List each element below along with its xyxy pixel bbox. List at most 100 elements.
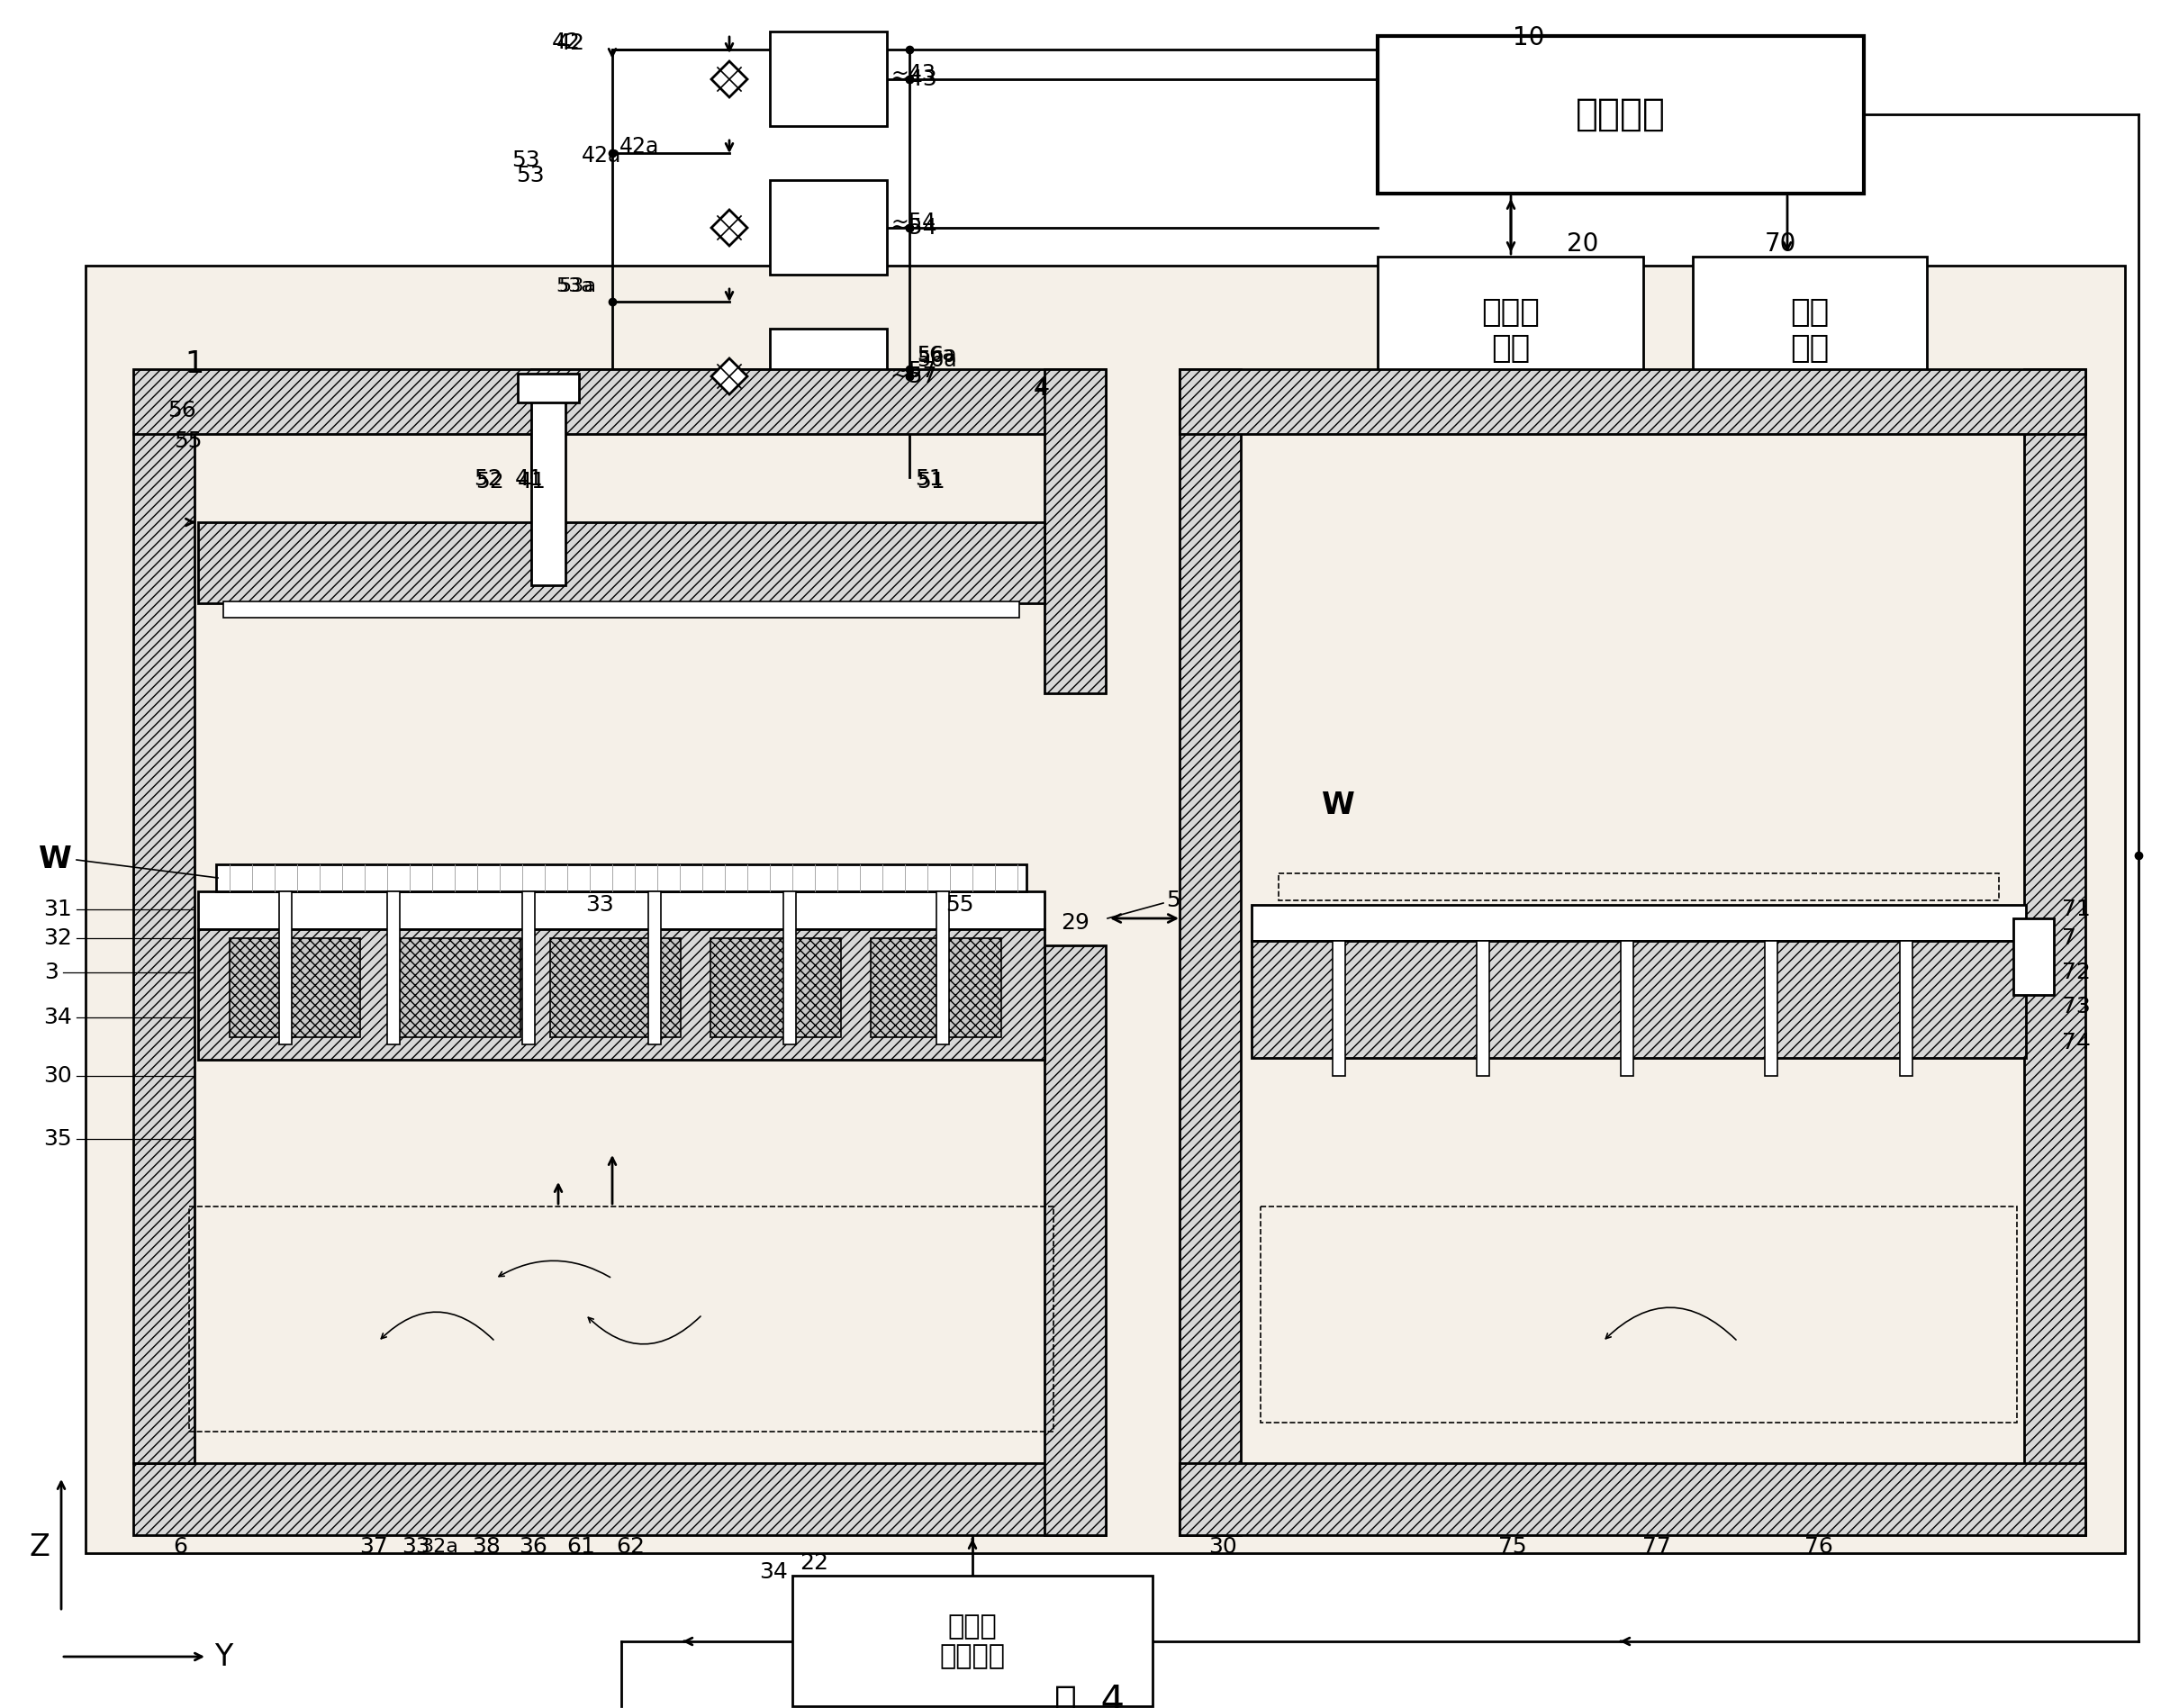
Bar xyxy=(549,938,680,1037)
Bar xyxy=(1044,946,1105,1535)
Text: 75: 75 xyxy=(1499,1535,1527,1558)
Text: 4: 4 xyxy=(1035,376,1050,398)
Bar xyxy=(1251,941,2026,1057)
Bar xyxy=(769,328,887,424)
Text: Y: Y xyxy=(214,1641,233,1672)
Bar xyxy=(532,388,567,586)
Text: ~57: ~57 xyxy=(889,366,937,388)
Text: ~43: ~43 xyxy=(891,63,937,85)
Text: 52: 52 xyxy=(473,468,503,490)
Bar xyxy=(229,938,360,1037)
Text: 51: 51 xyxy=(915,468,944,490)
Bar xyxy=(784,892,795,1044)
Text: 55: 55 xyxy=(174,430,203,453)
Text: 37: 37 xyxy=(360,1535,388,1558)
Text: 1: 1 xyxy=(185,350,203,379)
Text: 42a: 42a xyxy=(582,145,621,167)
Text: Z: Z xyxy=(28,1532,50,1561)
Bar xyxy=(793,1576,1153,1706)
Text: 42a: 42a xyxy=(619,137,660,157)
Text: 5: 5 xyxy=(1166,890,1181,910)
Bar xyxy=(1251,905,2026,941)
Text: 53a: 53a xyxy=(556,277,593,295)
Bar xyxy=(133,1464,1105,1535)
Bar xyxy=(1377,36,1863,193)
Bar xyxy=(190,1206,1052,1431)
Bar xyxy=(133,432,194,1464)
Bar xyxy=(872,938,1002,1037)
Bar xyxy=(198,929,1044,1059)
Text: 70: 70 xyxy=(1765,231,1798,256)
Text: 41: 41 xyxy=(519,471,547,492)
Bar xyxy=(769,179,887,275)
Bar xyxy=(222,601,1020,618)
Polygon shape xyxy=(710,210,747,246)
Text: 56: 56 xyxy=(168,400,196,422)
Text: 20: 20 xyxy=(1567,231,1599,256)
Text: 62: 62 xyxy=(617,1535,645,1558)
Text: 33: 33 xyxy=(586,893,614,915)
Bar xyxy=(769,31,887,126)
Bar xyxy=(2024,369,2085,1535)
Text: 驱动
机构: 驱动 机构 xyxy=(1791,297,1830,364)
Text: 42: 42 xyxy=(551,31,582,53)
Text: 22: 22 xyxy=(800,1553,828,1573)
Text: 56a: 56a xyxy=(917,345,954,364)
Bar xyxy=(388,892,399,1044)
Bar xyxy=(1262,1206,2018,1423)
Text: 77: 77 xyxy=(1643,1535,1671,1558)
Text: 53: 53 xyxy=(516,164,545,186)
Text: 72: 72 xyxy=(2061,962,2090,984)
Text: 33: 33 xyxy=(401,1535,429,1558)
Text: 56a: 56a xyxy=(917,350,957,371)
Text: 30: 30 xyxy=(44,1066,72,1086)
Text: 30: 30 xyxy=(1209,1535,1238,1558)
Text: ~54: ~54 xyxy=(891,212,937,234)
Polygon shape xyxy=(710,359,747,395)
Text: 56a: 56a xyxy=(917,345,957,367)
Bar xyxy=(1477,941,1488,1076)
Bar xyxy=(1334,941,1344,1076)
Text: 7: 7 xyxy=(2061,927,2077,950)
Bar xyxy=(390,938,521,1037)
Text: 53: 53 xyxy=(512,150,540,171)
Text: 图  4: 图 4 xyxy=(1055,1682,1124,1708)
Bar xyxy=(133,369,1105,434)
Bar xyxy=(279,892,292,1044)
Text: 32a: 32a xyxy=(421,1537,458,1556)
Bar xyxy=(523,892,534,1044)
Bar xyxy=(519,374,580,403)
Text: W: W xyxy=(1323,791,1355,820)
Bar xyxy=(1179,1464,2085,1535)
Text: 71: 71 xyxy=(2061,898,2090,921)
Text: 74: 74 xyxy=(2061,1032,2090,1054)
Bar xyxy=(198,892,1044,929)
Text: 73: 73 xyxy=(2061,996,2090,1018)
Bar xyxy=(2013,919,2055,994)
Bar xyxy=(1179,369,2085,434)
Text: 51: 51 xyxy=(917,471,946,492)
Text: 31: 31 xyxy=(44,898,72,921)
Text: 36: 36 xyxy=(519,1535,547,1558)
Bar xyxy=(198,523,1044,603)
Text: 32: 32 xyxy=(44,927,72,950)
Bar xyxy=(1279,873,1998,900)
Text: ~54: ~54 xyxy=(889,217,937,239)
Bar xyxy=(1900,941,1913,1076)
Text: 76: 76 xyxy=(1804,1535,1833,1558)
Text: 10: 10 xyxy=(1512,26,1545,51)
Text: 53a: 53a xyxy=(558,277,597,295)
Text: 34: 34 xyxy=(758,1561,789,1583)
Bar xyxy=(1377,256,1643,405)
Polygon shape xyxy=(710,61,747,97)
Text: W: W xyxy=(39,845,72,874)
Text: 35: 35 xyxy=(44,1129,72,1149)
Text: 55: 55 xyxy=(946,893,974,915)
Text: 34: 34 xyxy=(44,1006,72,1028)
Text: 3: 3 xyxy=(44,962,59,984)
Text: 29: 29 xyxy=(1061,912,1090,934)
Text: 41: 41 xyxy=(514,468,545,490)
Text: 清洗气
供给机构: 清洗气 供给机构 xyxy=(939,1612,1005,1669)
Bar xyxy=(85,266,2125,1553)
Text: 控制单元: 控制单元 xyxy=(1575,96,1665,133)
